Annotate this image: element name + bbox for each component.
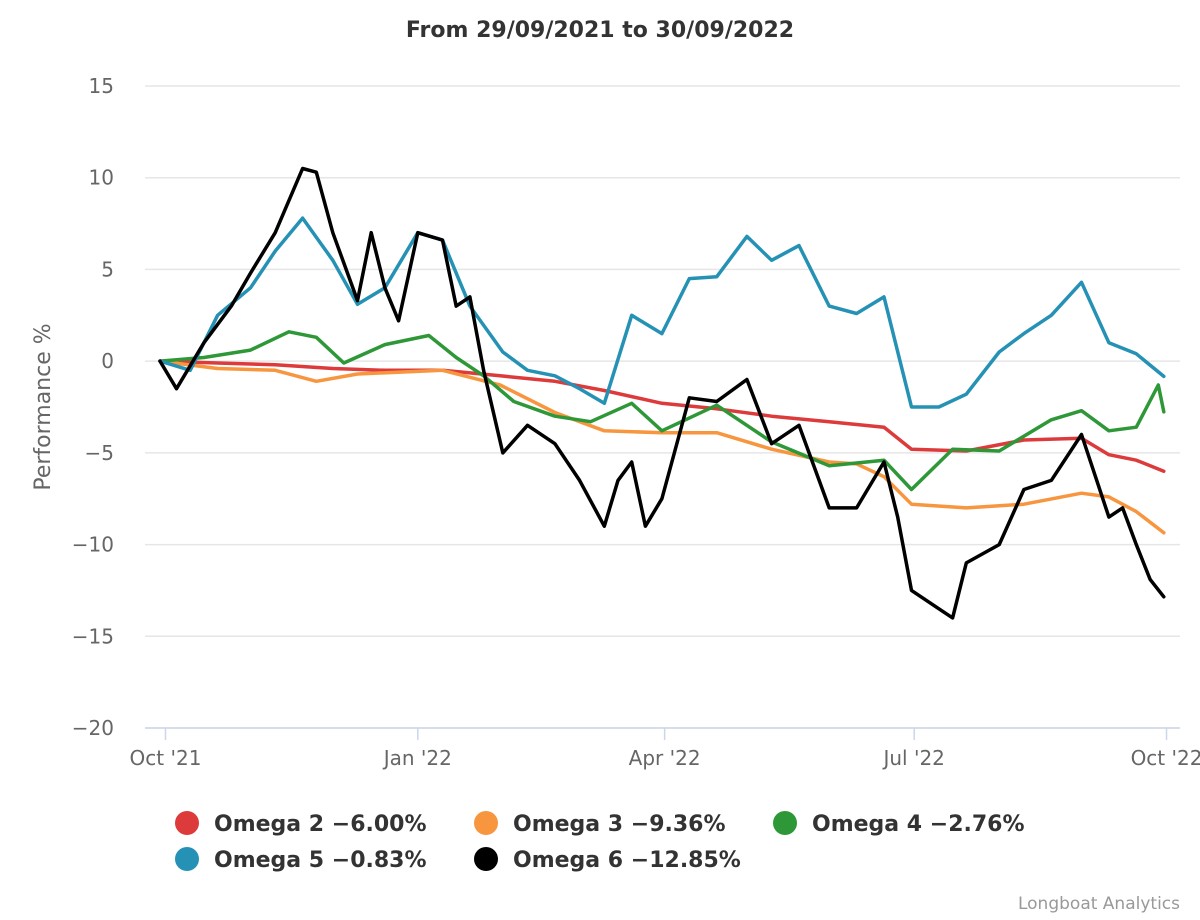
legend-label: Omega 6 −12.85% [513,848,741,873]
x-tick-label: Oct '22 [1131,746,1200,770]
series-line-omega-3[interactable] [158,359,1166,535]
series-line-omega-4[interactable] [158,330,1166,492]
series-line-omega-2[interactable] [158,359,1166,473]
legend-label: Omega 5 −0.83% [214,848,427,873]
y-tick-label: −20 [72,716,114,740]
legend-item-omega-4[interactable]: Omega 4 −2.76% [773,811,1025,837]
grid-lines [145,85,1180,729]
y-tick-label: 15 [89,74,114,98]
y-axis: 15 10 5 0 −5 −10 −15 −20 [72,74,114,740]
legend-label: Omega 4 −2.76% [812,812,1025,837]
legend-label: Omega 2 −6.00% [214,812,427,837]
y-tick-label: 0 [101,349,114,373]
legend-marker [175,847,199,871]
y-tick-label: −5 [85,441,114,465]
legend-marker [474,847,498,871]
x-tick-label: Jan '22 [382,746,452,770]
y-tick-label: −15 [72,624,114,648]
legend-marker [175,811,199,835]
legend: Omega 2 −6.00% Omega 3 −9.36% Omega 4 −2.7… [175,811,1025,873]
legend-marker [773,811,797,835]
x-tick-label: Oct '21 [130,746,202,770]
legend-item-omega-6[interactable]: Omega 6 −12.85% [474,847,741,873]
legend-label: Omega 3 −9.36% [513,812,726,837]
x-axis: Oct '21 Jan '22 Apr '22 Jul '22 Oct '22 [130,727,1200,770]
series-lines [158,166,1166,620]
y-tick-label: 5 [101,257,114,281]
x-tick-label: Jul '22 [881,746,944,770]
y-tick-label: 10 [89,166,114,190]
legend-item-omega-2[interactable]: Omega 2 −6.00% [175,811,427,837]
x-tick-label: Apr '22 [629,746,701,770]
series-line-omega-5[interactable] [158,216,1166,409]
y-axis-title: Performance % [31,323,56,490]
series-line-omega-6[interactable] [158,166,1166,620]
chart-title: From 29/09/2021 to 30/09/2022 [406,18,794,43]
legend-item-omega-3[interactable]: Omega 3 −9.36% [474,811,726,837]
legend-item-omega-5[interactable]: Omega 5 −0.83% [175,847,427,873]
credit-label[interactable]: Longboat Analytics [1018,894,1180,914]
legend-marker [474,811,498,835]
y-tick-label: −10 [72,533,114,557]
